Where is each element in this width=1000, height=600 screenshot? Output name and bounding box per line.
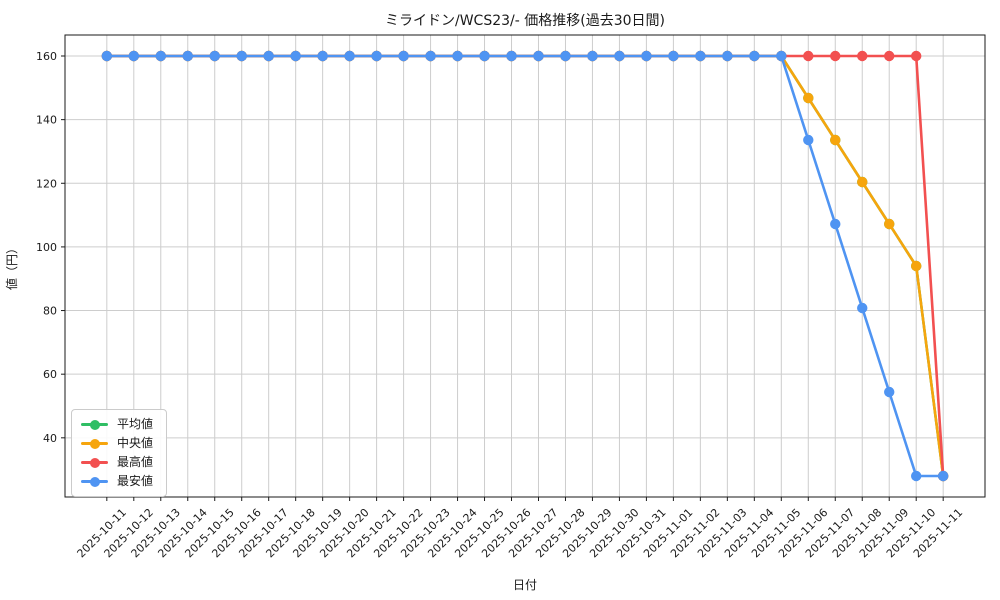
data-point-最安値: [452, 50, 463, 62]
legend-line-marker-icon: [81, 476, 108, 488]
y-tick-label: 100: [36, 241, 57, 254]
y-tick-label: 60: [43, 368, 57, 381]
data-point-最安値: [776, 50, 787, 62]
data-point-最安値: [803, 134, 814, 146]
data-point-最安値: [722, 50, 733, 62]
data-point-最安値: [128, 50, 139, 62]
data-point-最安値: [263, 50, 274, 62]
y-tick-label: 40: [43, 432, 57, 445]
data-point-最安値: [344, 50, 355, 62]
legend-item-max: 最高値: [81, 455, 153, 470]
data-point-最高値: [884, 50, 895, 62]
legend-label: 平均値: [117, 417, 154, 431]
data-point-最安値: [695, 50, 706, 62]
data-point-最高値: [911, 50, 922, 62]
data-point-最安値: [506, 50, 517, 62]
y-tick-label: 120: [36, 177, 57, 190]
legend: 平均値 中央値 最高値 最安値: [71, 409, 168, 497]
data-point-最安値: [884, 386, 895, 398]
data-point-最安値: [830, 218, 841, 230]
legend-label: 最高値: [117, 455, 154, 469]
legend-label: 最安値: [117, 474, 154, 488]
plot-area: 4060801001201401602025-10-112025-10-1220…: [36, 34, 986, 560]
series-line-最高値: [106, 54, 945, 477]
data-point-最高値: [857, 50, 868, 62]
data-point-中央値: [803, 92, 814, 104]
data-point-最安値: [668, 50, 679, 62]
data-point-最安値: [614, 50, 625, 62]
data-point-最安値: [182, 50, 193, 62]
data-point-最安値: [479, 50, 490, 62]
y-tick-label: 160: [36, 50, 57, 63]
data-point-最安値: [533, 50, 544, 62]
data-point-中央値: [911, 260, 922, 272]
data-point-中央値: [857, 176, 868, 188]
y-axis-label: 値（円）: [4, 242, 19, 290]
legend-item-min: 最安値: [81, 474, 153, 489]
data-point-中央値: [830, 134, 841, 146]
data-point-最安値: [857, 302, 868, 314]
data-point-中央値: [884, 218, 895, 230]
data-point-最安値: [425, 50, 436, 62]
legend-line-marker-icon: [81, 438, 108, 450]
chart-title: ミライドン/WCS23/- 価格推移(過去30日間): [385, 13, 665, 29]
data-point-最高値: [803, 50, 814, 62]
y-tick-label: 80: [43, 305, 57, 318]
series-line-平均値: [106, 54, 945, 477]
series-line-最安値: [106, 54, 944, 478]
legend-line-marker-icon: [81, 419, 108, 431]
data-point-最安値: [560, 50, 571, 62]
data-point-最安値: [587, 50, 598, 62]
legend-label: 中央値: [117, 436, 154, 450]
data-point-最安値: [937, 470, 949, 482]
legend-item-median: 中央値: [81, 436, 153, 451]
data-point-最安値: [209, 50, 220, 62]
data-point-最安値: [236, 50, 247, 62]
axes-border: [64, 34, 986, 498]
data-point-最安値: [290, 50, 301, 62]
data-point-最安値: [101, 50, 113, 62]
data-point-最安値: [911, 470, 922, 482]
legend-line-marker-icon: [81, 457, 108, 469]
data-point-最安値: [317, 50, 328, 62]
data-point-最高値: [830, 50, 841, 62]
data-point-最安値: [749, 50, 760, 62]
data-point-最安値: [371, 50, 382, 62]
data-point-最安値: [398, 50, 409, 62]
data-point-最安値: [155, 50, 166, 62]
data-point-最安値: [641, 50, 652, 62]
series-line-中央値: [106, 54, 945, 477]
legend-item-average: 平均値: [81, 417, 153, 432]
y-tick-label: 140: [36, 114, 57, 127]
x-axis-label: 日付: [513, 578, 537, 592]
